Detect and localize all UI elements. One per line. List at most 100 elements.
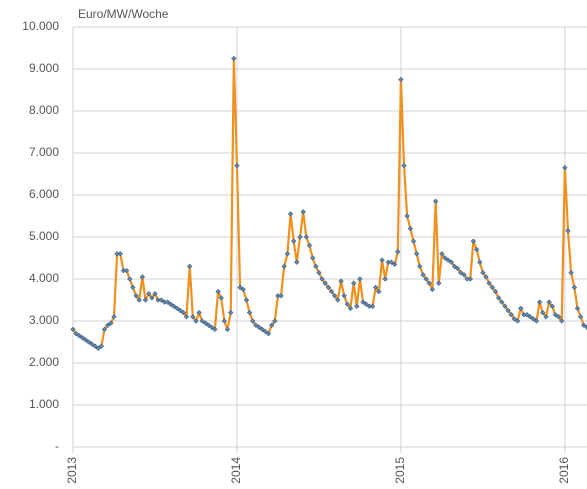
data-point <box>249 318 256 324</box>
data-point <box>357 276 363 282</box>
y-tick-label: 4.000 <box>29 271 59 285</box>
data-point <box>328 288 335 295</box>
data-point <box>199 318 205 324</box>
data-point <box>347 305 354 312</box>
data-point <box>568 269 574 276</box>
data-line <box>72 57 587 350</box>
data-point <box>514 318 521 324</box>
data-point <box>123 267 130 274</box>
data-point <box>259 326 265 333</box>
data-point <box>313 263 319 270</box>
data-point <box>417 263 423 270</box>
data-point <box>98 343 105 349</box>
data-point <box>105 322 111 328</box>
data-point <box>212 326 218 333</box>
data-point <box>473 246 480 253</box>
data-point <box>234 162 240 169</box>
data-point <box>186 263 193 270</box>
data-point <box>268 322 275 328</box>
data-point <box>369 303 376 310</box>
data-point <box>309 255 316 261</box>
data-point <box>111 314 117 320</box>
data-point <box>73 330 79 337</box>
data-point <box>448 259 455 265</box>
data-point <box>436 280 442 286</box>
data-point <box>363 301 369 307</box>
data-point <box>530 316 537 322</box>
data-point <box>253 322 259 328</box>
data-point <box>133 293 139 299</box>
data-point <box>524 311 530 318</box>
y-tick-label: 10.000 <box>22 19 59 33</box>
data-point <box>79 335 86 341</box>
x-tick-label: 2016 <box>557 457 571 484</box>
y-axis-label: Euro/MW/Woche <box>78 7 169 21</box>
y-tick-label: 1.000 <box>29 397 59 411</box>
data-point <box>145 290 152 297</box>
y-tick-label: 9.000 <box>29 61 59 75</box>
data-point <box>565 227 571 234</box>
data-point <box>549 303 555 310</box>
data-point <box>546 299 552 305</box>
data-point <box>445 257 451 263</box>
data-point <box>218 295 224 301</box>
data-point <box>539 309 546 316</box>
data-point <box>492 288 499 295</box>
data-point <box>407 225 414 232</box>
data-point <box>294 259 300 265</box>
data-point <box>136 297 142 303</box>
data-point <box>164 299 171 305</box>
data-point <box>480 269 486 276</box>
data-point <box>196 309 202 316</box>
data-point <box>297 234 303 240</box>
y-tick-label: - <box>55 439 59 453</box>
data-point <box>240 286 246 293</box>
data-point <box>92 343 98 349</box>
data-point <box>85 339 92 345</box>
data-point <box>237 284 243 291</box>
data-point <box>341 293 347 299</box>
y-tick-label: 7.000 <box>29 145 59 159</box>
data-point <box>571 284 578 291</box>
y-tick-label: 2.000 <box>29 355 59 369</box>
data-point <box>562 164 568 171</box>
data-point <box>372 284 379 291</box>
data-point <box>511 316 518 322</box>
data-point <box>325 284 332 291</box>
data-point <box>183 314 190 320</box>
data-point <box>555 314 562 320</box>
data-point <box>360 299 366 305</box>
data-point <box>262 328 269 335</box>
data-point <box>158 297 164 303</box>
data-point <box>290 238 297 244</box>
data-point <box>495 295 502 301</box>
data-point <box>190 314 196 320</box>
data-point <box>350 280 357 286</box>
data-point <box>208 324 215 331</box>
data-point <box>439 251 445 257</box>
data-point <box>451 263 458 270</box>
data-point <box>272 318 278 324</box>
data-point <box>413 251 420 257</box>
data-point <box>354 303 360 310</box>
data-point <box>580 322 587 328</box>
data-point <box>139 274 146 280</box>
data-point <box>101 326 108 333</box>
data-point <box>486 280 492 286</box>
data-point <box>404 213 410 219</box>
data-point <box>483 274 489 280</box>
data-point <box>470 238 477 244</box>
data-point <box>117 251 123 257</box>
data-point <box>518 305 524 312</box>
data-point <box>149 295 155 301</box>
y-tick-label: 8.000 <box>29 103 59 117</box>
data-point <box>505 307 511 314</box>
data-point <box>461 272 467 278</box>
data-point <box>193 318 199 324</box>
data-point <box>89 341 95 347</box>
y-tick-label: 3.000 <box>29 313 59 327</box>
data-point <box>265 330 272 337</box>
data-point <box>224 326 231 333</box>
data-point <box>278 293 284 299</box>
